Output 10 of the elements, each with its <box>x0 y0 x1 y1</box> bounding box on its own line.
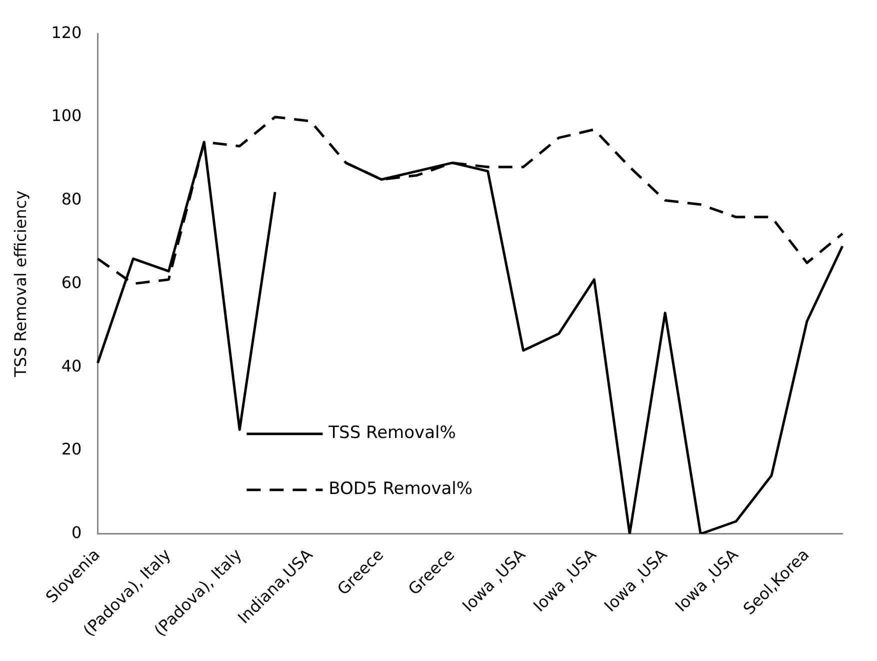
y-tick-label: 40 <box>61 356 82 376</box>
y-tick-label: 60 <box>61 272 82 292</box>
y-axis-title: TSS Removal efficiency <box>10 190 30 378</box>
y-tick-label: 20 <box>61 440 82 459</box>
legend-label: TSS Removal% <box>328 423 456 444</box>
y-tick-label: 100 <box>51 106 82 126</box>
legend-label: BOD5 Removal% <box>328 479 473 500</box>
y-tick-label: 0 <box>72 523 82 542</box>
y-tick-label: 80 <box>61 190 82 209</box>
y-tick-label: 120 <box>51 22 82 42</box>
